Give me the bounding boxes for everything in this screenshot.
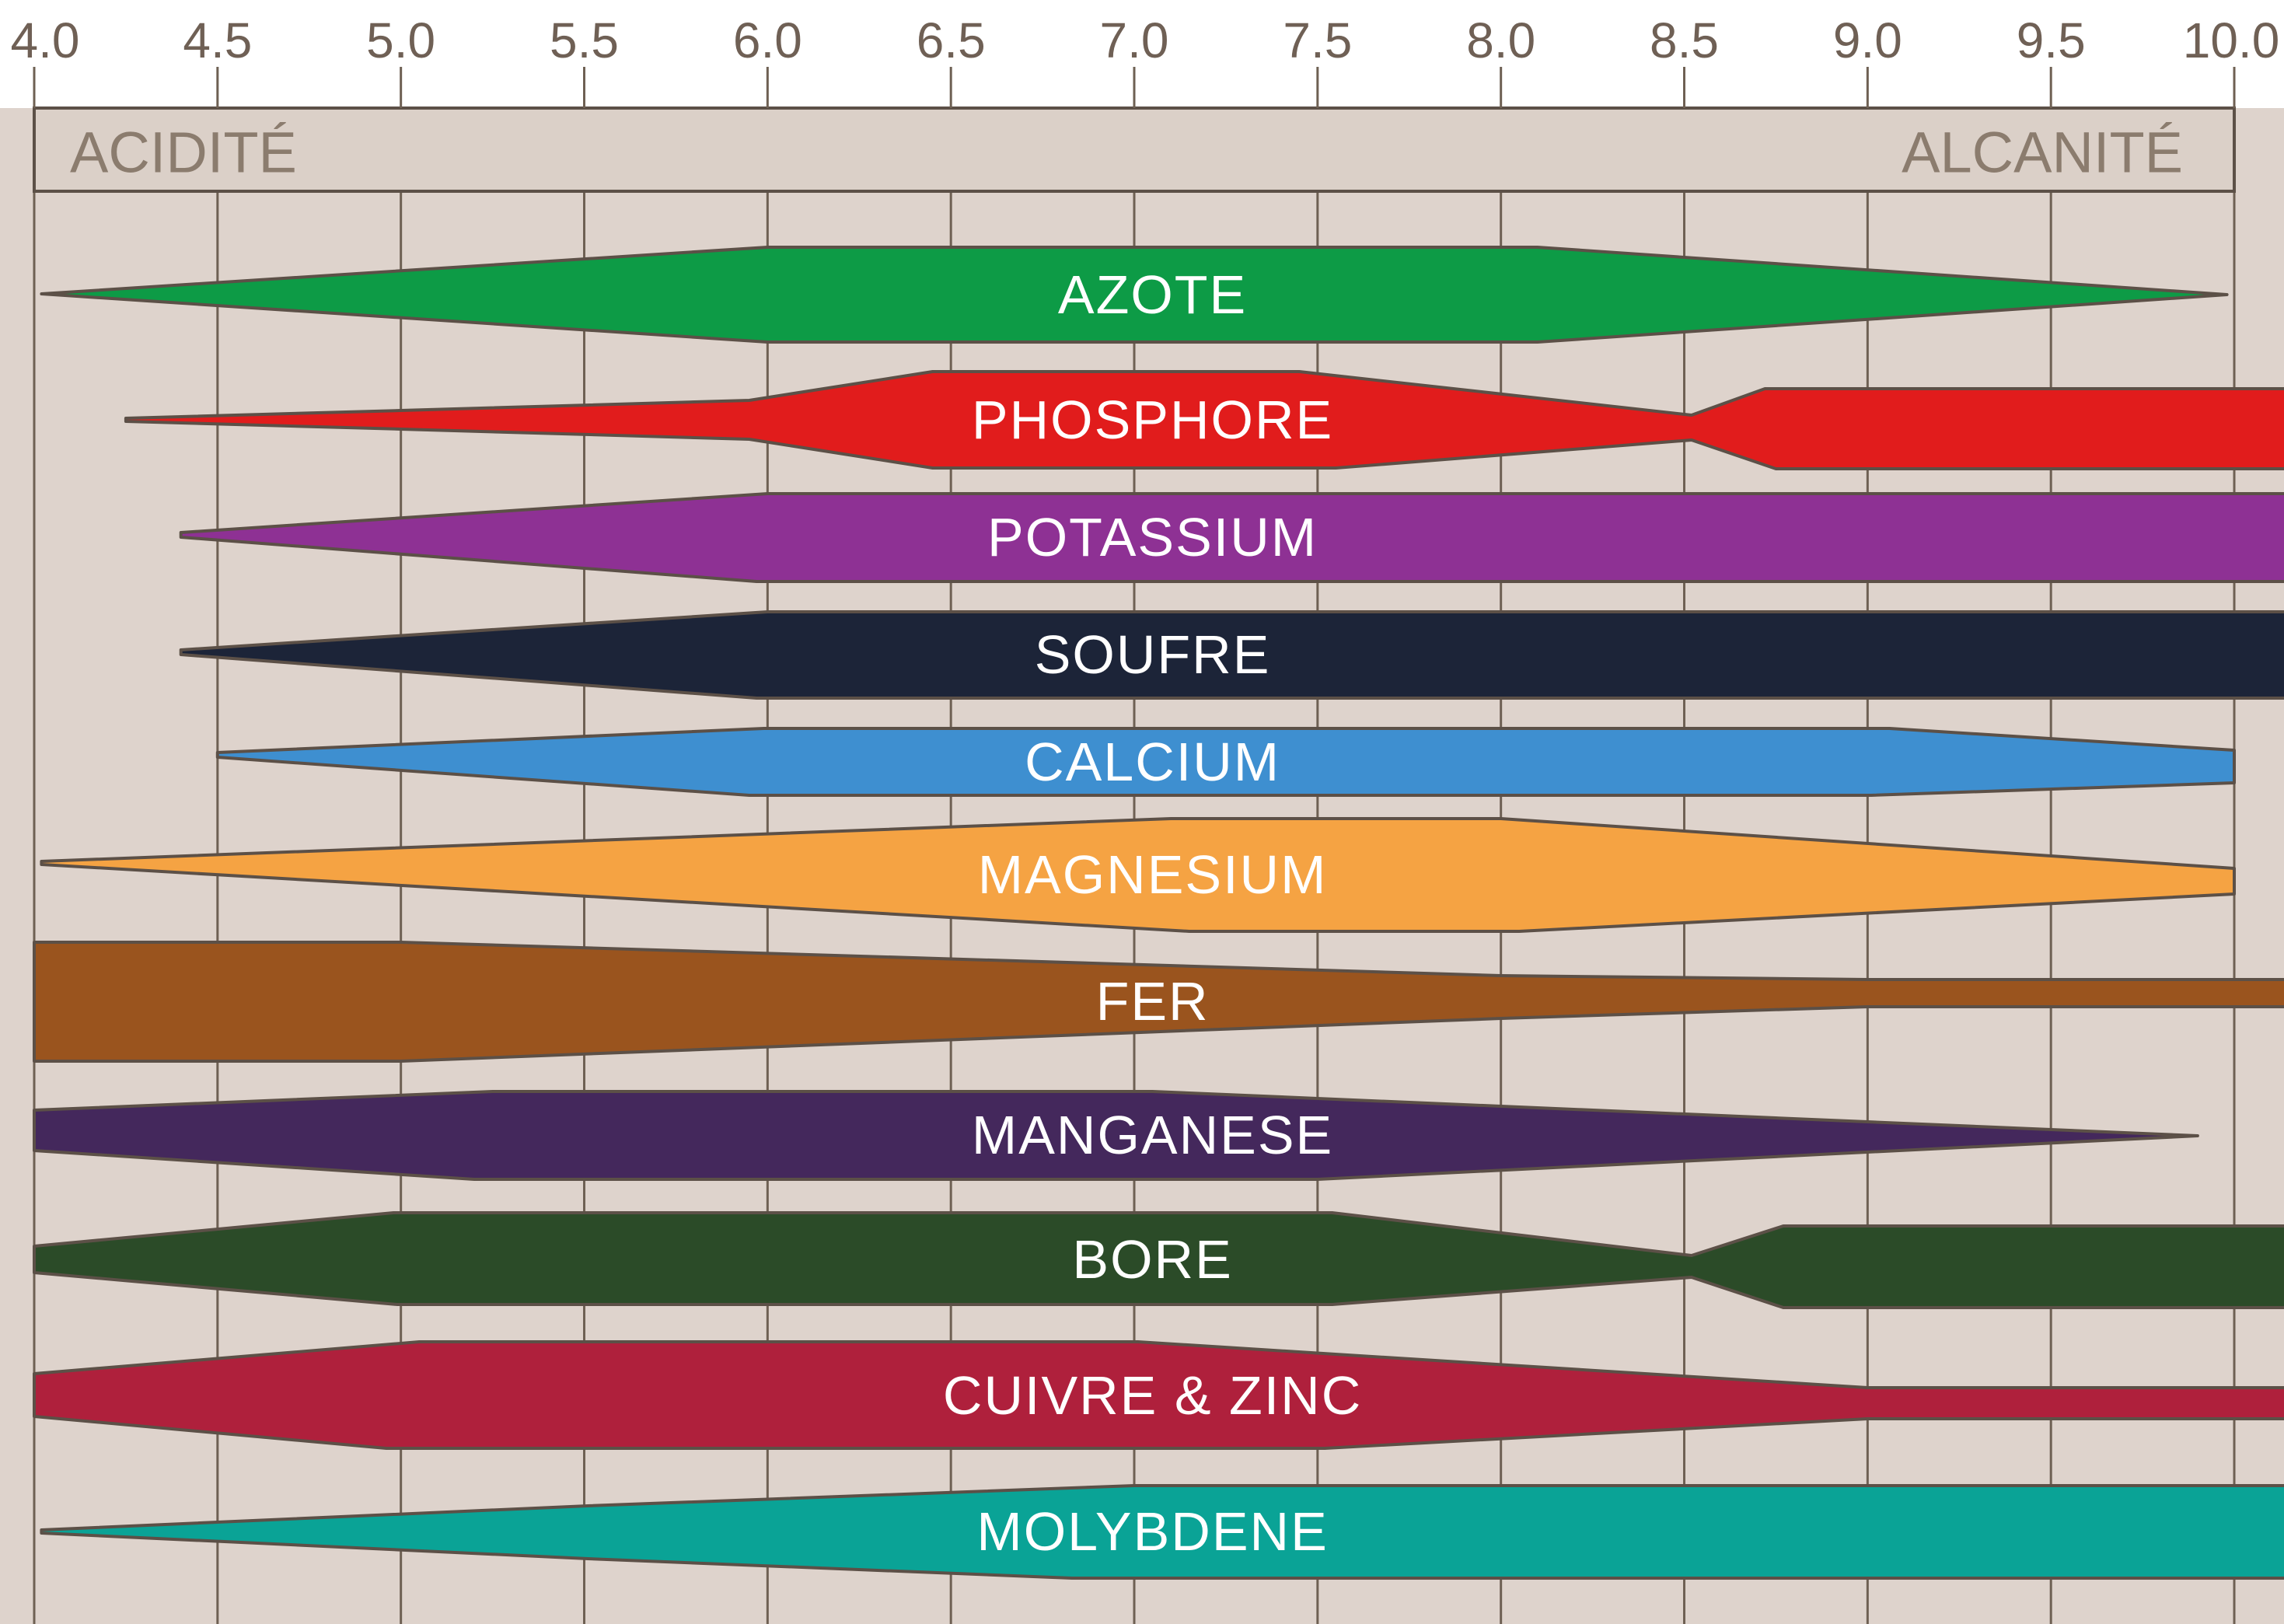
band-soufre (179, 610, 2284, 700)
band-fer (33, 941, 2284, 1063)
band-label-magnesium: MAGNESIUM (978, 844, 1328, 905)
band-label-soufre: SOUFRE (1035, 624, 1271, 685)
band-bore (33, 1211, 2284, 1309)
band-calcium (215, 727, 2236, 797)
band-label-molybdene: MOLYBDENE (976, 1501, 1328, 1562)
tick-label-9.5: 9.5 (2017, 12, 2086, 68)
band-cuivre-zinc (33, 1340, 2284, 1450)
tick-label-8.0: 8.0 (1466, 12, 1535, 68)
tick-label-6.5: 6.5 (917, 12, 986, 68)
band-potassium (179, 492, 2284, 583)
band-manganese (33, 1090, 2199, 1181)
band-label-bore: BORE (1072, 1229, 1232, 1290)
tick-label-6.0: 6.0 (733, 12, 802, 68)
band-azote (40, 246, 2229, 344)
tick-label-5.0: 5.0 (366, 12, 435, 68)
band-label-manganese: MANGANESE (972, 1105, 1333, 1165)
band-magnesium (40, 817, 2236, 933)
tick-label-9.0: 9.0 (1833, 12, 1902, 68)
tick-label-7.0: 7.0 (1100, 12, 1169, 68)
tick-label-8.5: 8.5 (1650, 12, 1719, 68)
tick-label-4.0: 4.0 (11, 12, 80, 68)
alkalinity-label: ALCANITÉ (1902, 120, 2183, 185)
tick-label-4.5: 4.5 (183, 12, 252, 68)
band-label-calcium: CALCIUM (1025, 732, 1280, 792)
band-molybdene (40, 1484, 2284, 1580)
band-phosphore (124, 370, 2284, 470)
tick-label-10.0: 10.0 (2183, 12, 2280, 68)
tick-label-5.5: 5.5 (550, 12, 619, 68)
band-label-cuivre-zinc: CUIVRE & ZINC (943, 1365, 1362, 1426)
tick-label-7.5: 7.5 (1283, 12, 1352, 68)
axis-strip-background (0, 0, 2284, 108)
band-label-potassium: POTASSIUM (987, 507, 1318, 568)
acidity-label: ACIDITÉ (70, 120, 297, 185)
band-label-fer: FER (1096, 971, 1210, 1032)
band-label-phosphore: PHOSPHORE (972, 389, 1333, 450)
band-label-azote: AZOTE (1058, 264, 1247, 325)
